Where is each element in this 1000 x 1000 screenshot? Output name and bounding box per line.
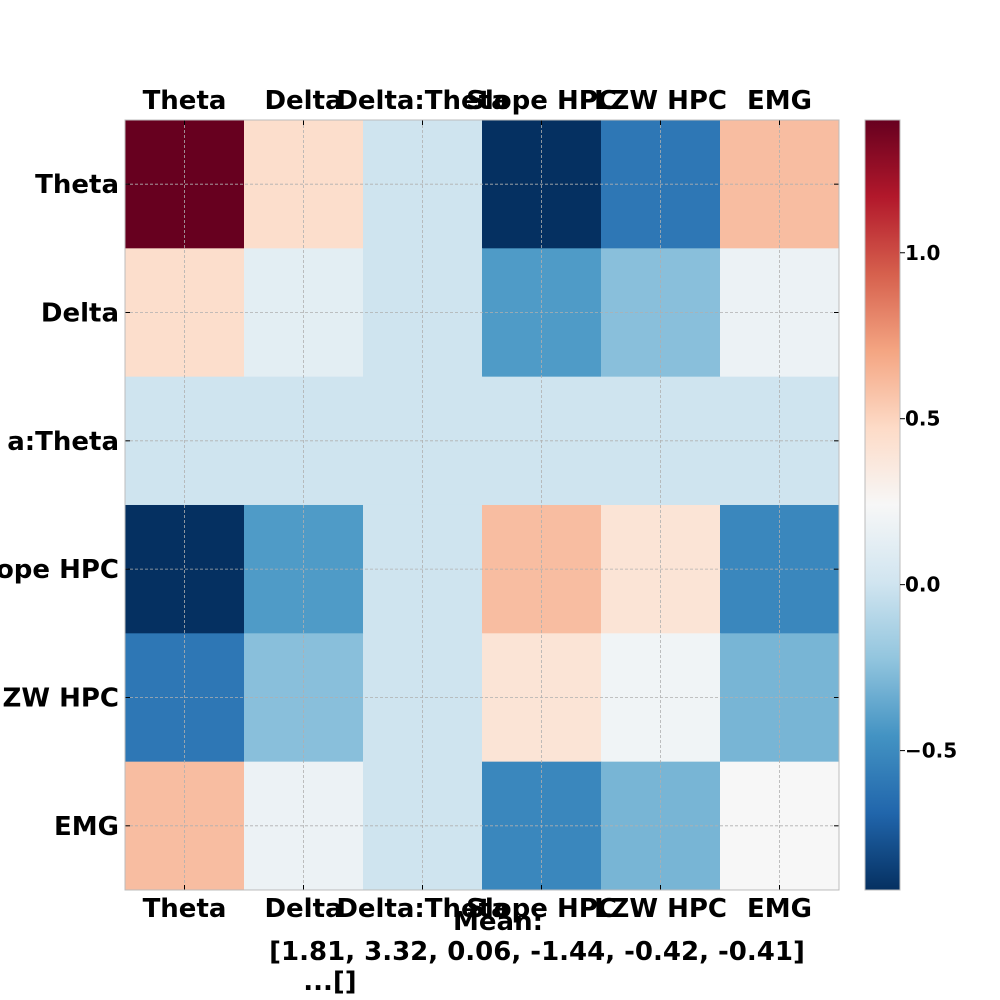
y-tick-labels: Theta Delta a:Theta ope HPC ZW HPC EMG: [0, 170, 119, 842]
y-tick-label: ope HPC: [0, 555, 119, 585]
y-tick-label: EMG: [54, 812, 119, 842]
x-axis-label-line: ...[]: [303, 967, 356, 997]
axis-ticks: [125, 120, 839, 890]
grid-lines: [125, 120, 839, 890]
x-tick-label-bottom: Slope HPC: [466, 894, 617, 924]
x-axis-label-line: Mean:: [453, 907, 543, 937]
colorbar-tick-label: 0.0: [905, 573, 940, 597]
y-tick-label: Delta: [41, 298, 119, 328]
x-tick-label-top: Slope HPC: [466, 86, 617, 116]
x-tick-label-bottom: EMG: [747, 894, 812, 924]
colorbar-gradient: [865, 120, 900, 890]
colorbar-tick-label: −0.5: [905, 739, 957, 763]
x-tick-label-top: Delta:Theta: [336, 86, 508, 116]
x-axis-label: Mean:[1.81, 3.32, 0.06, -1.44, -0.42, -0…: [269, 907, 805, 997]
x-tick-label-bottom: Theta: [143, 894, 227, 924]
plot-frame: [124, 119, 840, 891]
y-tick-label: a:Theta: [7, 427, 119, 457]
colorbar-frame: [864, 119, 901, 891]
x-tick-label-top: Delta: [264, 86, 342, 116]
heatmap-cells: [125, 120, 840, 891]
x-axis-label-line: [1.81, 3.32, 0.06, -1.44, -0.42, -0.41]: [269, 937, 805, 967]
x-tick-label-top: Theta: [143, 86, 227, 116]
y-tick-label: Theta: [35, 170, 119, 200]
x-tick-label-bottom: Delta: [264, 894, 342, 924]
colorbar: 1.0 0.5 0.0 −0.5: [864, 119, 957, 891]
x-tick-label-bottom: Delta:Theta: [336, 894, 508, 924]
x-tick-label-top: EMG: [747, 86, 812, 116]
colorbar-ticks: 1.0 0.5 0.0 −0.5: [900, 241, 957, 763]
x-tick-label-bottom: LZW HPC: [594, 894, 727, 924]
x-tick-label-top: LZW HPC: [594, 86, 727, 116]
colorbar-tick-label: 1.0: [905, 241, 940, 265]
y-tick-label: ZW HPC: [3, 683, 119, 713]
colorbar-tick-label: 0.5: [905, 407, 940, 431]
